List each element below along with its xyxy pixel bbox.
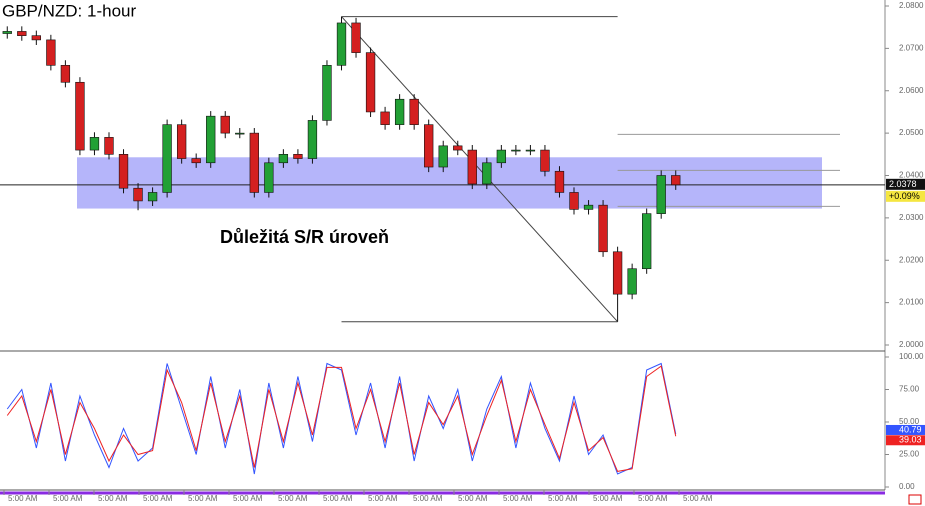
candle-body xyxy=(525,149,536,152)
stoch-tag: 40.79 xyxy=(899,424,922,434)
x-tick-label: 5:00 AM xyxy=(548,494,578,503)
y-tick-label: 75.00 xyxy=(899,385,920,394)
x-tick-label: 5:00 AM xyxy=(323,494,353,503)
candle-body xyxy=(569,192,579,210)
candle-body xyxy=(394,98,405,125)
candle-body xyxy=(656,175,666,214)
candle-body xyxy=(482,162,492,185)
x-tick-label: 5:00 AM xyxy=(368,494,398,503)
stoch-tag: 39.03 xyxy=(899,435,922,445)
candle-body xyxy=(104,137,114,155)
candle-body xyxy=(540,149,550,172)
candle-body xyxy=(365,52,376,113)
candle-body xyxy=(336,22,347,66)
y-tick-label: 2.0300 xyxy=(899,213,924,222)
candle-body xyxy=(133,187,143,202)
candle-body xyxy=(89,137,100,151)
candle-body xyxy=(31,35,41,41)
y-tick-label: 2.0200 xyxy=(899,255,924,264)
price-tag-bg xyxy=(886,178,925,190)
candle-body xyxy=(147,192,158,202)
y-tick-label: 2.0500 xyxy=(899,128,924,137)
y-tick-label: 25.00 xyxy=(899,450,920,459)
x-tick-label: 5:00 AM xyxy=(683,494,713,503)
candle-body xyxy=(496,149,507,164)
candle-body xyxy=(17,31,27,36)
x-tick-label: 5:00 AM xyxy=(638,494,668,503)
candle-body xyxy=(264,162,274,193)
price-tag: 2.0378 xyxy=(889,179,917,189)
y-tick-label: 100.00 xyxy=(899,352,924,361)
y-tick-label: 2.0700 xyxy=(899,43,924,52)
x-tick-label: 5:00 AM xyxy=(593,494,623,503)
candle-body xyxy=(162,124,172,193)
candle-body xyxy=(75,81,85,151)
candle-body xyxy=(293,154,303,159)
y-tick-label: 50.00 xyxy=(899,417,920,426)
y-tick-label: 2.0800 xyxy=(899,1,924,10)
candle-body xyxy=(322,65,332,121)
x-tick-label: 5:00 AM xyxy=(278,494,308,503)
candle-body xyxy=(60,65,71,83)
candle-body xyxy=(118,154,129,189)
candle-body xyxy=(467,149,477,185)
candle-body xyxy=(583,204,594,210)
candle-body xyxy=(249,132,259,193)
scroll-button[interactable] xyxy=(908,494,922,505)
change-tag: +0.09% xyxy=(889,191,920,201)
candle-body xyxy=(307,120,318,159)
candle-body xyxy=(220,115,230,134)
x-tick-label: 5:00 AM xyxy=(413,494,443,503)
x-tick-label: 5:00 AM xyxy=(233,494,263,503)
candle-body xyxy=(176,124,187,159)
candle-body xyxy=(380,111,390,125)
candle-body xyxy=(191,158,201,164)
y-tick-label: 2.0100 xyxy=(899,298,924,307)
x-tick-label: 5:00 AM xyxy=(53,494,83,503)
candle-body xyxy=(598,204,608,253)
candle-body xyxy=(511,149,521,152)
candle-body xyxy=(424,124,434,168)
candle-body xyxy=(278,154,289,164)
annotation: Důležitá S/R úroveň xyxy=(220,227,389,247)
candle-body xyxy=(206,115,216,164)
y-tick-label: 2.0400 xyxy=(899,171,924,180)
x-tick-label: 5:00 AM xyxy=(8,494,38,503)
y-tick-label: 0.00 xyxy=(899,482,915,491)
x-tick-label: 5:00 AM xyxy=(143,494,173,503)
candle-body xyxy=(612,251,623,295)
candle-body xyxy=(2,31,12,34)
sr-zone xyxy=(77,157,822,209)
stoch-tag-bg xyxy=(886,435,925,446)
chart-title: GBP/NZD: 1-hour xyxy=(2,1,136,20)
change-tag-bg xyxy=(886,190,925,202)
stochastic-line xyxy=(6,365,677,472)
candle-body xyxy=(46,39,56,66)
candle-body xyxy=(642,213,652,270)
x-tick-label: 5:00 AM xyxy=(188,494,218,503)
candle-body xyxy=(409,98,419,125)
y-tick-label: 2.0600 xyxy=(899,86,924,95)
candle-body xyxy=(671,175,681,186)
y-tick-label: 2.0000 xyxy=(899,340,924,349)
candle-body xyxy=(453,145,463,151)
candle-body xyxy=(351,22,361,53)
candle-body xyxy=(627,268,637,295)
x-tick-label: 5:00 AM xyxy=(98,494,128,503)
candle-body xyxy=(438,145,448,168)
candle-body xyxy=(235,132,245,135)
x-tick-label: 5:00 AM xyxy=(458,494,488,503)
trend-line xyxy=(341,16,618,323)
candle-body xyxy=(554,170,565,193)
stoch-tag-bg xyxy=(886,424,925,435)
x-tick-label: 5:00 AM xyxy=(503,494,533,503)
